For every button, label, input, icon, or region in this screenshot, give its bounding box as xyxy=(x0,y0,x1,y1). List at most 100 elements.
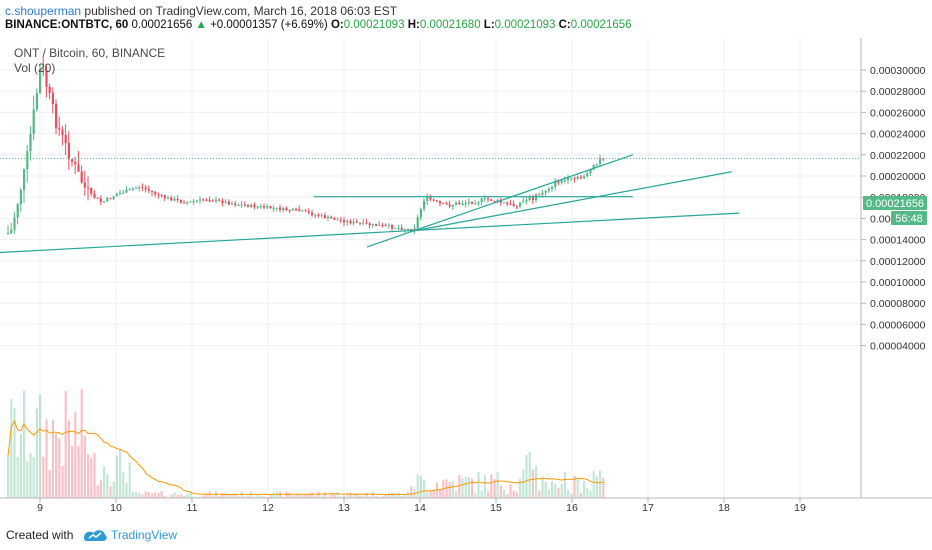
candle-body xyxy=(19,189,22,205)
candle-body xyxy=(211,200,214,202)
volume-bar xyxy=(429,490,432,498)
candle-body xyxy=(563,180,566,182)
candle-body xyxy=(394,228,397,230)
candle-body xyxy=(554,181,557,187)
candle-body xyxy=(96,197,99,199)
candle-body xyxy=(39,69,42,94)
volume-bar xyxy=(122,471,125,498)
candle-body xyxy=(186,202,189,204)
volume-bar xyxy=(589,490,592,498)
candle-body xyxy=(250,204,253,207)
volume-bar xyxy=(234,493,237,498)
candle-body xyxy=(151,190,154,193)
candle-body xyxy=(458,202,461,205)
volume-bar xyxy=(362,495,365,498)
volume-bar xyxy=(163,495,166,498)
candle-body xyxy=(208,200,211,202)
trend-line xyxy=(412,171,732,232)
volume-bar xyxy=(103,466,106,498)
volume-bar xyxy=(352,493,355,498)
volume-bar xyxy=(141,494,144,498)
volume-bar xyxy=(167,496,170,498)
candle-body xyxy=(154,192,157,195)
author-link[interactable]: c.shouperman xyxy=(5,4,82,18)
candle-body xyxy=(544,190,547,193)
candle-body xyxy=(23,169,26,190)
price-chart[interactable]: 0.00030000 0.00028000 0.00026000 0.00024000… xyxy=(0,38,932,516)
candle-body xyxy=(487,198,490,200)
candle-body xyxy=(58,128,61,130)
volume-bar xyxy=(477,471,480,498)
low-label: L: xyxy=(483,19,495,31)
candle-body xyxy=(397,227,400,229)
candle-body xyxy=(192,201,195,203)
chart-area[interactable]: 0.00030000 0.00028000 0.00026000 0.00024000… xyxy=(0,38,932,516)
volume-bar xyxy=(583,480,586,498)
volume-bar xyxy=(400,495,403,498)
candle-body xyxy=(480,198,483,203)
volume-ma-line xyxy=(7,419,604,496)
candle-body xyxy=(506,202,509,204)
volume-bar xyxy=(39,394,42,498)
volume-bar xyxy=(189,492,192,498)
volume-bar xyxy=(58,438,61,498)
volume-bar xyxy=(359,495,362,498)
volume-bar xyxy=(346,492,349,498)
candle-body xyxy=(307,211,310,213)
x-tick-label: 19 xyxy=(794,502,806,514)
open-label: O: xyxy=(330,19,344,31)
volume-bar xyxy=(503,489,506,498)
volume-bar xyxy=(426,491,429,498)
candle-body xyxy=(439,200,442,204)
candle-body xyxy=(80,171,83,183)
volume-bar xyxy=(343,495,346,498)
volume-bar xyxy=(112,481,115,498)
volume-bar xyxy=(544,481,547,498)
candle-body xyxy=(279,207,282,210)
x-tick-label: 17 xyxy=(642,502,654,514)
y-tick-label: 0.00014000 xyxy=(870,235,926,247)
tradingview-brand-link[interactable]: TradingView xyxy=(111,528,178,542)
candle-body xyxy=(205,200,208,202)
volume-bar xyxy=(74,411,77,498)
volume-bar xyxy=(419,475,422,498)
volume-bar xyxy=(227,494,230,498)
volume-bar xyxy=(381,496,384,498)
volume-bar xyxy=(291,495,294,498)
candle-body xyxy=(173,198,176,201)
volume-bar xyxy=(298,494,301,498)
candle-body xyxy=(83,182,86,188)
tradingview-logo-icon[interactable] xyxy=(82,526,108,544)
candle-body xyxy=(490,199,493,201)
candle-body xyxy=(272,208,275,210)
candle-body xyxy=(471,201,474,204)
candle-body xyxy=(240,204,243,206)
volume-bar xyxy=(407,491,410,498)
candle-body xyxy=(403,229,406,231)
candle-body xyxy=(87,187,90,189)
candle-body xyxy=(253,204,256,208)
volume-bar xyxy=(487,491,490,498)
candle-body xyxy=(301,210,304,212)
candle-body xyxy=(352,221,355,224)
volume-bar xyxy=(483,474,486,498)
volume-bar xyxy=(301,495,304,498)
volume-bar xyxy=(99,480,102,498)
candle-body xyxy=(237,204,240,206)
volume-bar xyxy=(551,481,554,498)
low-value: 0.00021093 xyxy=(494,19,556,31)
candle-body xyxy=(375,223,378,226)
candle-body xyxy=(368,223,371,226)
volume-bar xyxy=(51,419,54,498)
candle-body xyxy=(90,188,93,194)
candle-body xyxy=(157,194,160,196)
y-tick-label: 0.00020000 xyxy=(870,171,926,183)
candle-body xyxy=(528,197,531,201)
x-tick-label: 16 xyxy=(566,502,578,514)
volume-bar xyxy=(512,490,515,498)
candle-body xyxy=(461,204,464,206)
volume-bar xyxy=(96,485,99,498)
candle-body xyxy=(215,199,218,202)
volume-bar xyxy=(77,445,80,498)
candle-body xyxy=(499,199,502,203)
